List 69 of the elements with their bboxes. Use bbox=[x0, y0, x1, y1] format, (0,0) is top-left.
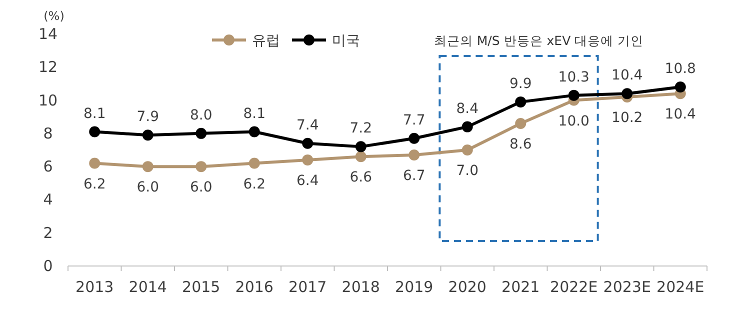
y-tick-label: 10 bbox=[38, 91, 58, 110]
data-label: 9.9 bbox=[509, 76, 532, 92]
data-label: 7.7 bbox=[402, 112, 426, 128]
data-label: 6.0 bbox=[190, 180, 212, 196]
x-tick-label: 2013 bbox=[76, 278, 114, 296]
y-tick-label: 12 bbox=[38, 58, 58, 76]
data-label: 7.2 bbox=[350, 120, 372, 137]
y-tick-label: 8 bbox=[43, 124, 53, 142]
x-tick-label: 2016 bbox=[235, 278, 274, 296]
data-label: 6.2 bbox=[243, 176, 266, 192]
data-label: 10.2 bbox=[612, 110, 643, 126]
data-label: 6.7 bbox=[402, 168, 426, 184]
point bbox=[142, 161, 154, 172]
data-label: 8.1 bbox=[243, 106, 266, 122]
y-tick-label: 2 bbox=[43, 224, 53, 242]
x-tick-label: 2019 bbox=[395, 278, 434, 296]
x-tick-label: 2018 bbox=[342, 278, 380, 296]
x-tick-label: 2017 bbox=[288, 278, 327, 296]
y-axis-title: (%) bbox=[44, 9, 64, 23]
point bbox=[196, 128, 207, 139]
data-label: 6.2 bbox=[83, 176, 106, 192]
point bbox=[302, 138, 314, 149]
x-tick-label: 2020 bbox=[448, 278, 486, 296]
point bbox=[515, 118, 526, 129]
point bbox=[302, 154, 314, 166]
point bbox=[355, 141, 366, 152]
x-tick-label: 2023E bbox=[603, 278, 651, 296]
point bbox=[142, 130, 154, 141]
data-label: 8.6 bbox=[509, 136, 532, 152]
legend-label: 미국 bbox=[332, 33, 360, 49]
x-tick-label: 2014 bbox=[128, 278, 167, 296]
point bbox=[515, 96, 526, 108]
point bbox=[355, 151, 366, 162]
annotation: 최근의 M/S 반등은 xEV 대응에 기인 bbox=[434, 33, 644, 48]
data-label: 7.4 bbox=[296, 117, 319, 134]
point bbox=[622, 88, 633, 100]
data-label: 6.0 bbox=[136, 180, 160, 196]
data-label: 7.9 bbox=[136, 109, 160, 126]
data-label: 7.0 bbox=[456, 163, 479, 179]
data-label: 10.4 bbox=[664, 106, 696, 123]
point bbox=[674, 82, 686, 93]
y-tick-label: 4 bbox=[43, 190, 53, 209]
legend-label: 유럽 bbox=[252, 33, 280, 49]
data-label: 8.4 bbox=[456, 100, 479, 117]
data-label: 8.0 bbox=[190, 107, 212, 124]
y-tick-label: 14 bbox=[38, 25, 58, 43]
data-label: 8.1 bbox=[83, 106, 106, 122]
point bbox=[196, 161, 207, 172]
point bbox=[89, 126, 100, 138]
data-label: 10.0 bbox=[558, 113, 590, 130]
point bbox=[248, 126, 260, 138]
point bbox=[462, 144, 473, 156]
data-label: 6.4 bbox=[296, 172, 319, 189]
y-tick-label: 6 bbox=[43, 158, 53, 176]
point bbox=[568, 90, 580, 101]
point bbox=[408, 132, 420, 144]
data-label: 6.6 bbox=[350, 170, 372, 186]
data-label: 10.4 bbox=[612, 68, 643, 84]
x-tick-label: 2021 bbox=[502, 278, 540, 296]
x-tick-label: 2024E bbox=[656, 278, 704, 296]
point bbox=[89, 158, 100, 169]
y-tick-label: 0 bbox=[43, 257, 53, 275]
point bbox=[248, 158, 260, 169]
point bbox=[462, 121, 473, 132]
data-label: 10.8 bbox=[664, 61, 696, 78]
x-tick-label: 2015 bbox=[182, 278, 220, 296]
x-tick-label: 2022E bbox=[550, 278, 598, 296]
point bbox=[408, 149, 420, 160]
data-label: 10.3 bbox=[558, 69, 590, 86]
